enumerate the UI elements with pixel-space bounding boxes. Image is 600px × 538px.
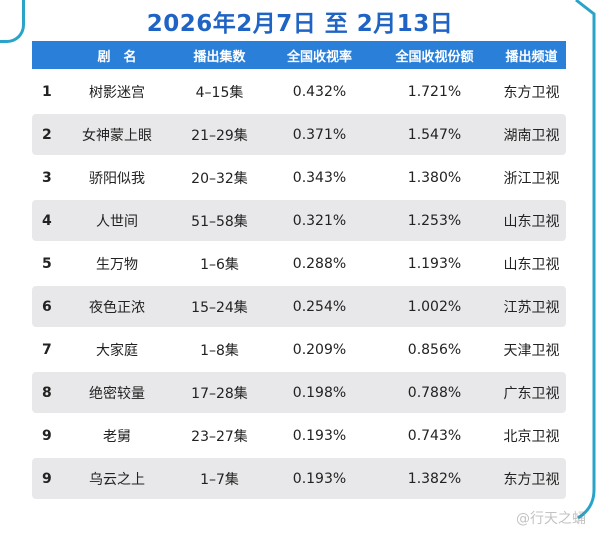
share-cell: 1.253%	[407, 212, 462, 229]
watermark: @行天之蛹	[516, 511, 586, 527]
ratings-table: 剧 名 播出集数 全国收视率 全国收视份额 播出频道 1 树影迷宫 4–15集 …	[32, 41, 566, 499]
page-title: 2026年2月7日 至 2月13日	[146, 11, 454, 37]
name-cell: 夜色正浓	[89, 299, 145, 316]
episodes-cell: 20–32集	[191, 170, 248, 187]
rating-cell: 0.209%	[292, 341, 347, 358]
channel-cell: 广东卫视	[503, 385, 560, 402]
rank-cell: 1	[42, 83, 52, 100]
channel-cell: 湖南卫视	[503, 127, 560, 144]
table-row: 9 乌云之上 1–7集 0.193% 1.382% 东方卫视	[32, 458, 566, 499]
rank-cell: 2	[42, 126, 52, 143]
header-episodes: 播出集数	[193, 49, 246, 65]
episodes-cell: 1–8集	[200, 342, 239, 359]
share-cell: 1.002%	[407, 298, 462, 315]
table-row: 3 骄阳似我 20–32集 0.343% 1.380% 浙江卫视	[32, 157, 566, 198]
name-cell: 女神蒙上眼	[82, 127, 152, 144]
rank-cell: 8	[42, 384, 52, 401]
header-rating: 全国收视率	[286, 49, 352, 65]
episodes-cell: 17–28集	[191, 385, 248, 402]
rating-cell: 0.288%	[292, 255, 347, 272]
share-cell: 0.788%	[407, 384, 462, 401]
name-cell: 骄阳似我	[89, 170, 145, 187]
table-row: 8 绝密较量 17–28集 0.198% 0.788% 广东卫视	[32, 372, 566, 413]
rating-cell: 0.254%	[292, 298, 347, 315]
decorative-frame-left	[0, 0, 25, 43]
table-row: 2 女神蒙上眼 21–29集 0.371% 1.547% 湖南卫视	[32, 114, 566, 155]
name-cell: 人世间	[96, 213, 138, 230]
channel-cell: 山东卫视	[503, 256, 560, 273]
share-cell: 1.193%	[407, 255, 462, 272]
share-cell: 1.547%	[407, 126, 462, 143]
rank-cell: 9	[42, 427, 52, 444]
name-cell: 绝密较量	[89, 385, 145, 402]
channel-cell: 江苏卫视	[503, 299, 560, 316]
channel-cell: 天津卫视	[503, 342, 560, 359]
rank-cell: 9	[42, 470, 52, 487]
table-row: 9 老舅 23–27集 0.193% 0.743% 北京卫视	[32, 415, 566, 456]
episodes-cell: 15–24集	[191, 299, 248, 316]
header-share: 全国收视份额	[395, 49, 474, 65]
header-name: 剧 名	[97, 49, 137, 65]
table-row: 1 树影迷宫 4–15集 0.432% 1.721% 东方卫视	[32, 71, 566, 112]
rank-cell: 3	[42, 169, 52, 186]
channel-cell: 东方卫视	[503, 84, 560, 101]
rating-cell: 0.343%	[292, 169, 347, 186]
episodes-cell: 51–58集	[191, 213, 248, 230]
rank-cell: 6	[42, 298, 52, 315]
table-header: 剧 名 播出集数 全国收视率 全国收视份额 播出频道	[32, 41, 566, 69]
episodes-cell: 4–15集	[195, 84, 244, 101]
episodes-cell: 1–6集	[200, 256, 239, 273]
table-row: 7 大家庭 1–8集 0.209% 0.856% 天津卫视	[32, 329, 566, 370]
share-cell: 1.380%	[407, 169, 462, 186]
channel-cell: 浙江卫视	[503, 170, 560, 187]
share-cell: 1.721%	[407, 83, 462, 100]
table-row: 5 生万物 1–6集 0.288% 1.193% 山东卫视	[32, 243, 566, 284]
share-cell: 0.856%	[407, 341, 462, 358]
name-cell: 老舅	[103, 428, 131, 445]
rank-cell: 4	[42, 212, 52, 229]
episodes-cell: 21–29集	[191, 127, 248, 144]
rating-cell: 0.432%	[292, 83, 347, 100]
episodes-cell: 1–7集	[200, 471, 239, 488]
table-row: 4 人世间 51–58集 0.321% 1.253% 山东卫视	[32, 200, 566, 241]
table-row: 6 夜色正浓 15–24集 0.254% 1.002% 江苏卫视	[32, 286, 566, 327]
rating-cell: 0.321%	[292, 212, 347, 229]
rating-cell: 0.193%	[292, 470, 347, 487]
header-channel: 播出频道	[505, 49, 558, 65]
episodes-cell: 23–27集	[191, 428, 248, 445]
name-cell: 乌云之上	[89, 471, 145, 488]
rank-cell: 5	[42, 255, 52, 272]
share-cell: 0.743%	[407, 427, 462, 444]
rank-cell: 7	[42, 341, 52, 358]
name-cell: 大家庭	[96, 342, 138, 359]
name-cell: 树影迷宫	[89, 84, 145, 101]
name-cell: 生万物	[96, 256, 138, 273]
rating-cell: 0.198%	[292, 384, 347, 401]
rating-cell: 0.371%	[292, 126, 347, 143]
share-cell: 1.382%	[407, 470, 462, 487]
channel-cell: 山东卫视	[503, 213, 560, 230]
decorative-frame-right	[574, 0, 600, 520]
channel-cell: 东方卫视	[503, 471, 560, 488]
rating-cell: 0.193%	[292, 427, 347, 444]
channel-cell: 北京卫视	[503, 428, 560, 445]
